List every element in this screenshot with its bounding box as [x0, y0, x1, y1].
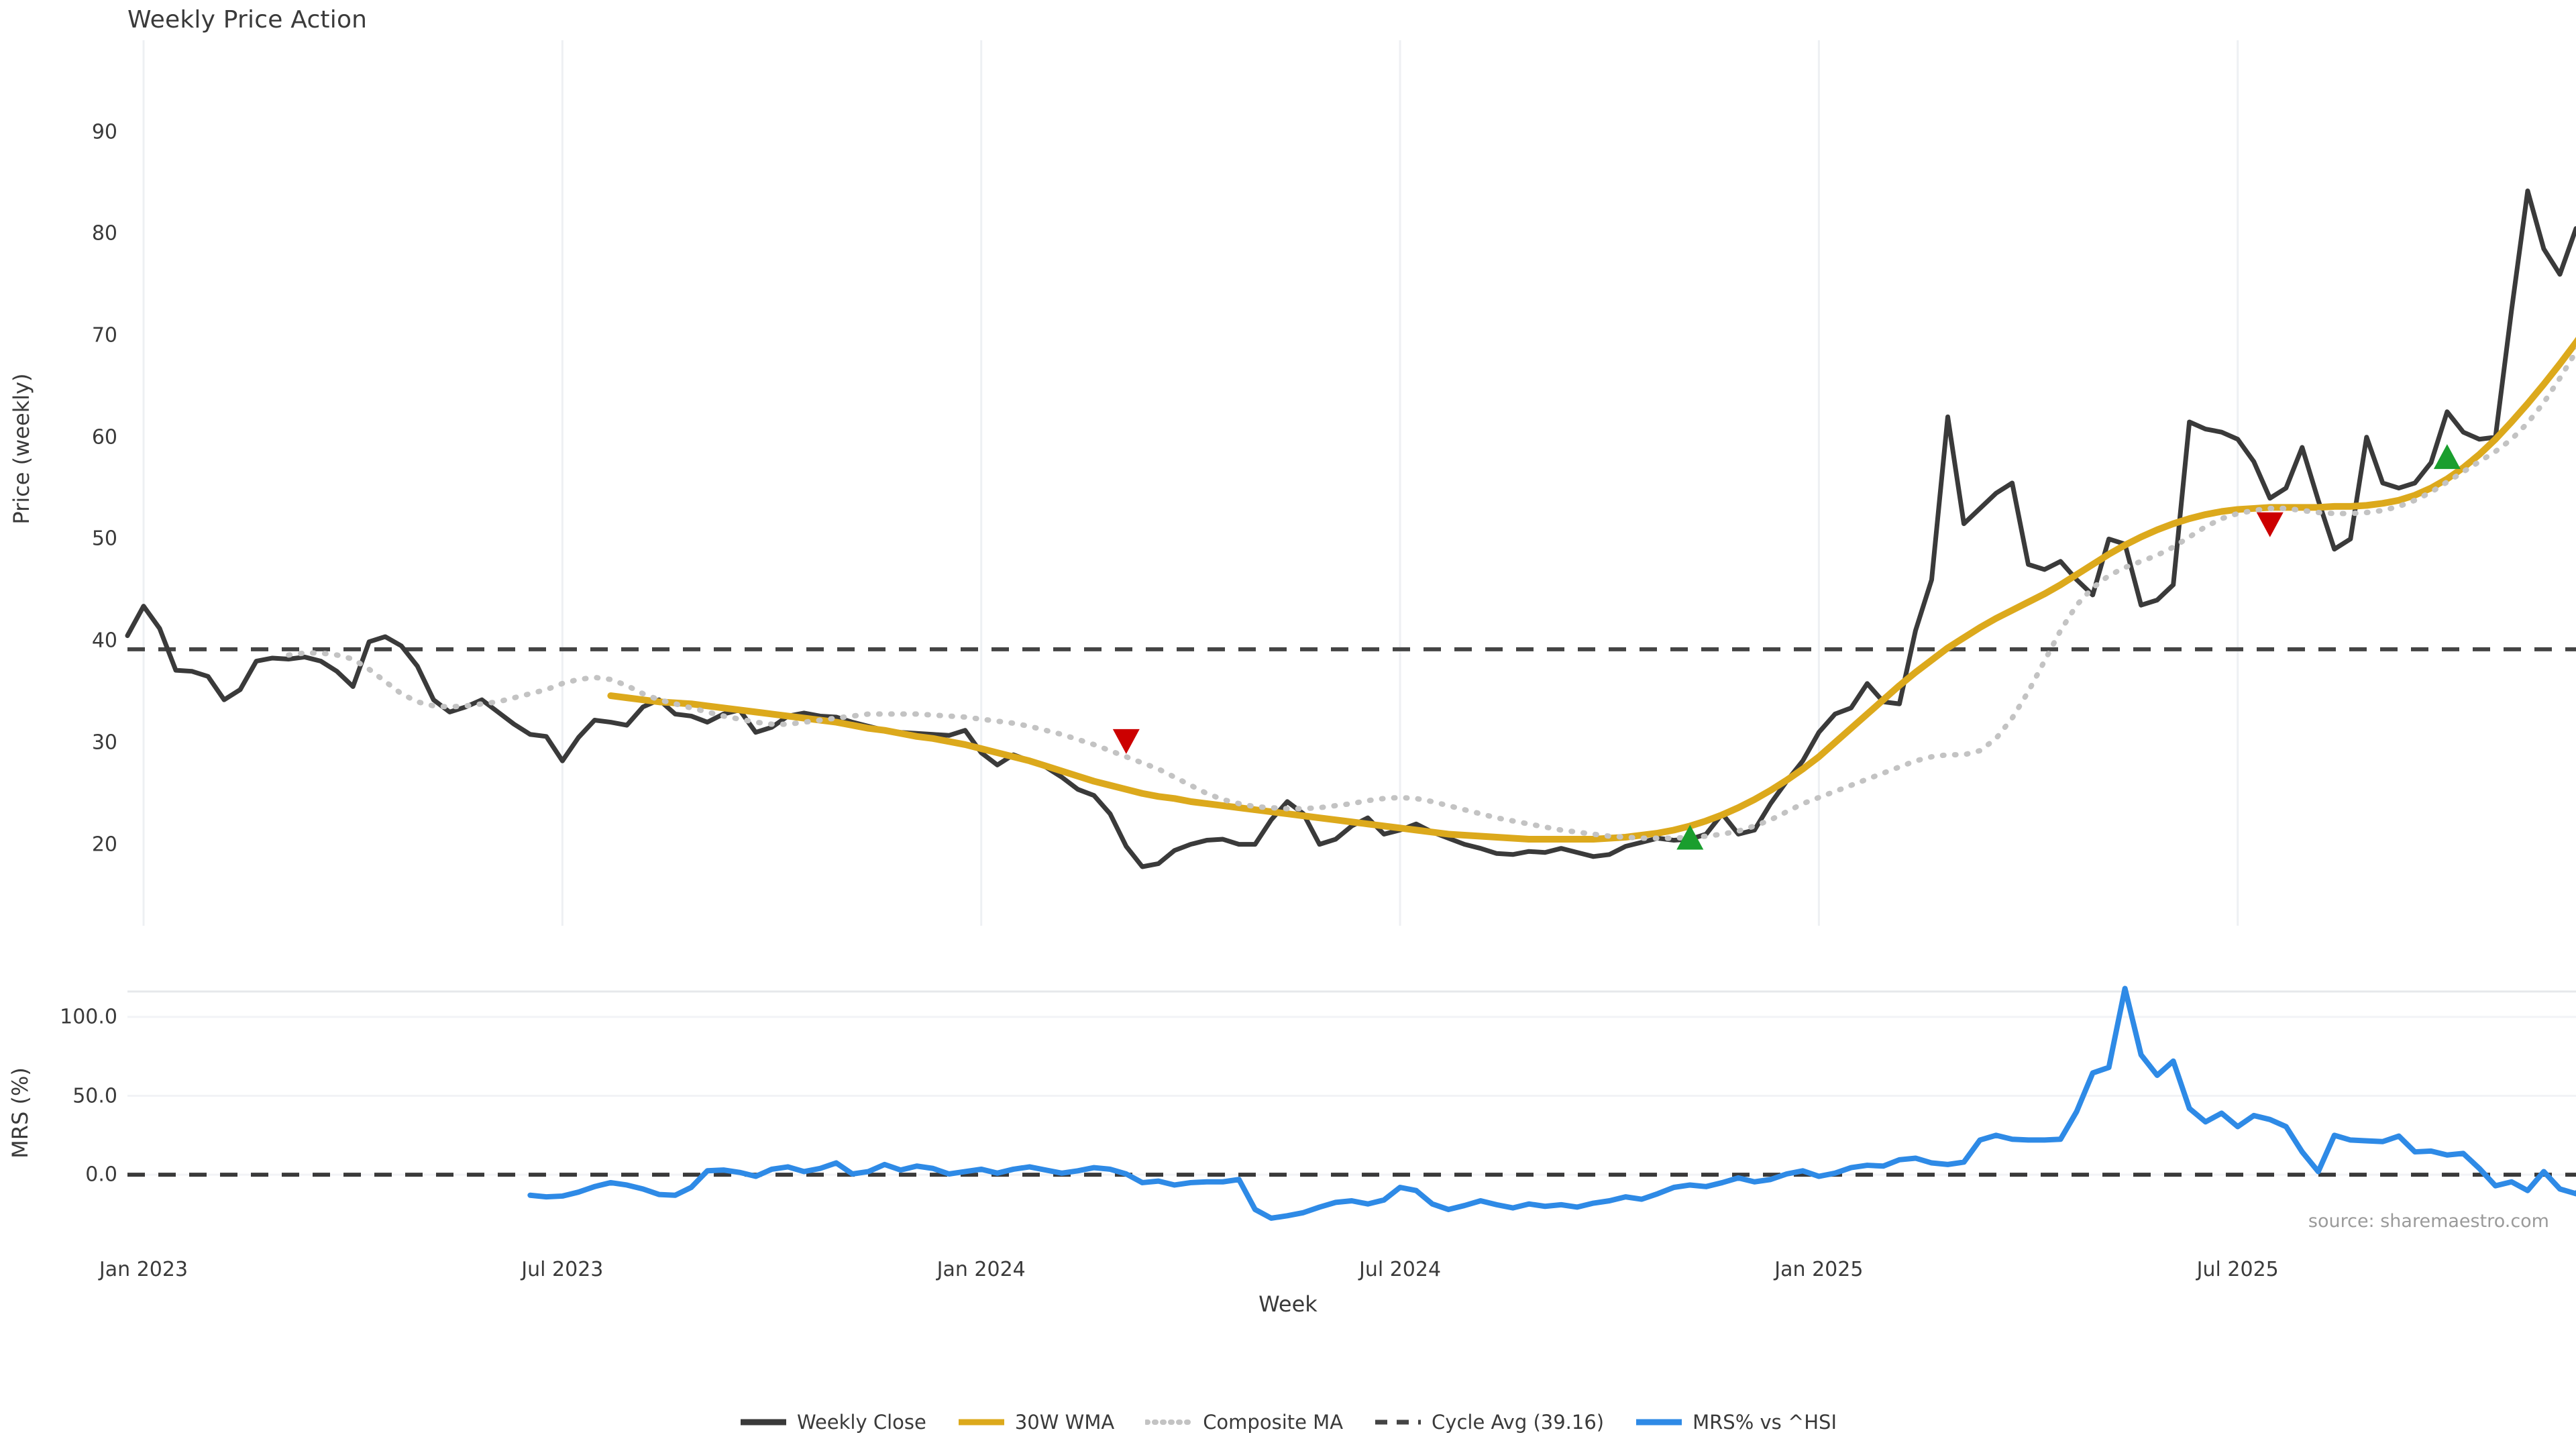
legend-swatch-solid-icon — [1636, 1419, 1682, 1426]
price-y-tick-label: 90 — [91, 120, 117, 144]
source-note: source: sharemaestro.com — [2308, 1211, 2549, 1232]
legend-swatch-dashed-icon — [1375, 1419, 1421, 1425]
series-line-30w-wma — [607, 337, 2576, 843]
x-tick-label: Jul 2023 — [521, 1258, 604, 1281]
price-y-tick-label: 40 — [91, 629, 117, 653]
sell-signal-marker[interactable] — [2256, 512, 2284, 537]
price-panel — [125, 40, 2576, 926]
legend-swatch-solid-icon — [740, 1419, 786, 1426]
legend-item-30w-wma[interactable]: 30W WMA — [957, 1411, 1114, 1434]
legend-item-composite-ma[interactable]: Composite MA — [1145, 1411, 1343, 1434]
x-tick-label: Jan 2024 — [936, 1258, 1026, 1281]
buy-signal-marker[interactable] — [2433, 444, 2461, 470]
x-tick-label: Jan 2023 — [99, 1258, 189, 1281]
chart-legend: Weekly Close 30W WMA Composite MA Cycle Avg… — [0, 1405, 2576, 1439]
price-plot — [125, 40, 2576, 926]
price-y-tick-label: 70 — [91, 323, 117, 347]
series-line-weekly-close — [125, 189, 2576, 869]
mrs-plot — [127, 985, 2576, 1221]
legend-swatch-solid-icon — [958, 1419, 1004, 1426]
price-y-tick-label: 30 — [91, 731, 117, 755]
series-line-composite-ma — [286, 346, 2576, 841]
price-y-tick-label: 60 — [91, 425, 117, 449]
chart-title: Weekly Price Action — [127, 6, 368, 34]
legend-item-cycle-avg-39-16[interactable]: Cycle Avg (39.16) — [1374, 1411, 1604, 1434]
legend-item-weekly-close[interactable]: Weekly Close — [739, 1411, 926, 1434]
mrs-y-tick-label: 100.0 — [60, 1005, 117, 1029]
mrs-y-tick-label: 0.0 — [85, 1163, 117, 1187]
price-y-tick-label: 80 — [91, 221, 117, 246]
mrs-y-tick-label: 50.0 — [72, 1084, 117, 1108]
sell-signal-marker[interactable] — [1112, 729, 1140, 754]
buy-signal-marker[interactable] — [1676, 824, 1704, 850]
legend-label: Composite MA — [1203, 1411, 1344, 1434]
legend-label: MRS% vs ^HSI — [1693, 1411, 1837, 1434]
legend-label: Cycle Avg (39.16) — [1432, 1411, 1605, 1434]
x-tick-group: Jan 2023 Jul 2023 Jan 2024 Jul 2024 Jan 2025… — [99, 1258, 2576, 1291]
mrs-panel — [127, 973, 2576, 1241]
x-tick-label: Jul 2024 — [1358, 1258, 1442, 1281]
legend-item-mrs-vs-hsi[interactable]: MRS% vs ^HSI — [1635, 1411, 1837, 1434]
legend-label: Weekly Close — [796, 1411, 926, 1434]
x-tick-label: Jan 2025 — [1774, 1258, 1864, 1281]
mrs-y-tick-group: 0.0 50.0 100.0 — [0, 973, 117, 1241]
x-tick-label: Jul 2025 — [2196, 1258, 2279, 1281]
price-y-tick-group: 20 30 40 50 60 70 80 90 — [0, 40, 117, 926]
price-y-tick-label: 50 — [91, 527, 117, 551]
price-y-tick-label: 20 — [91, 833, 117, 857]
legend-swatch-dotted-icon — [1145, 1419, 1194, 1425]
legend-label: 30W WMA — [1014, 1411, 1115, 1434]
x-axis-label: Week — [1258, 1291, 1318, 1317]
series-line-mrs-vs-hsi — [527, 985, 2576, 1221]
